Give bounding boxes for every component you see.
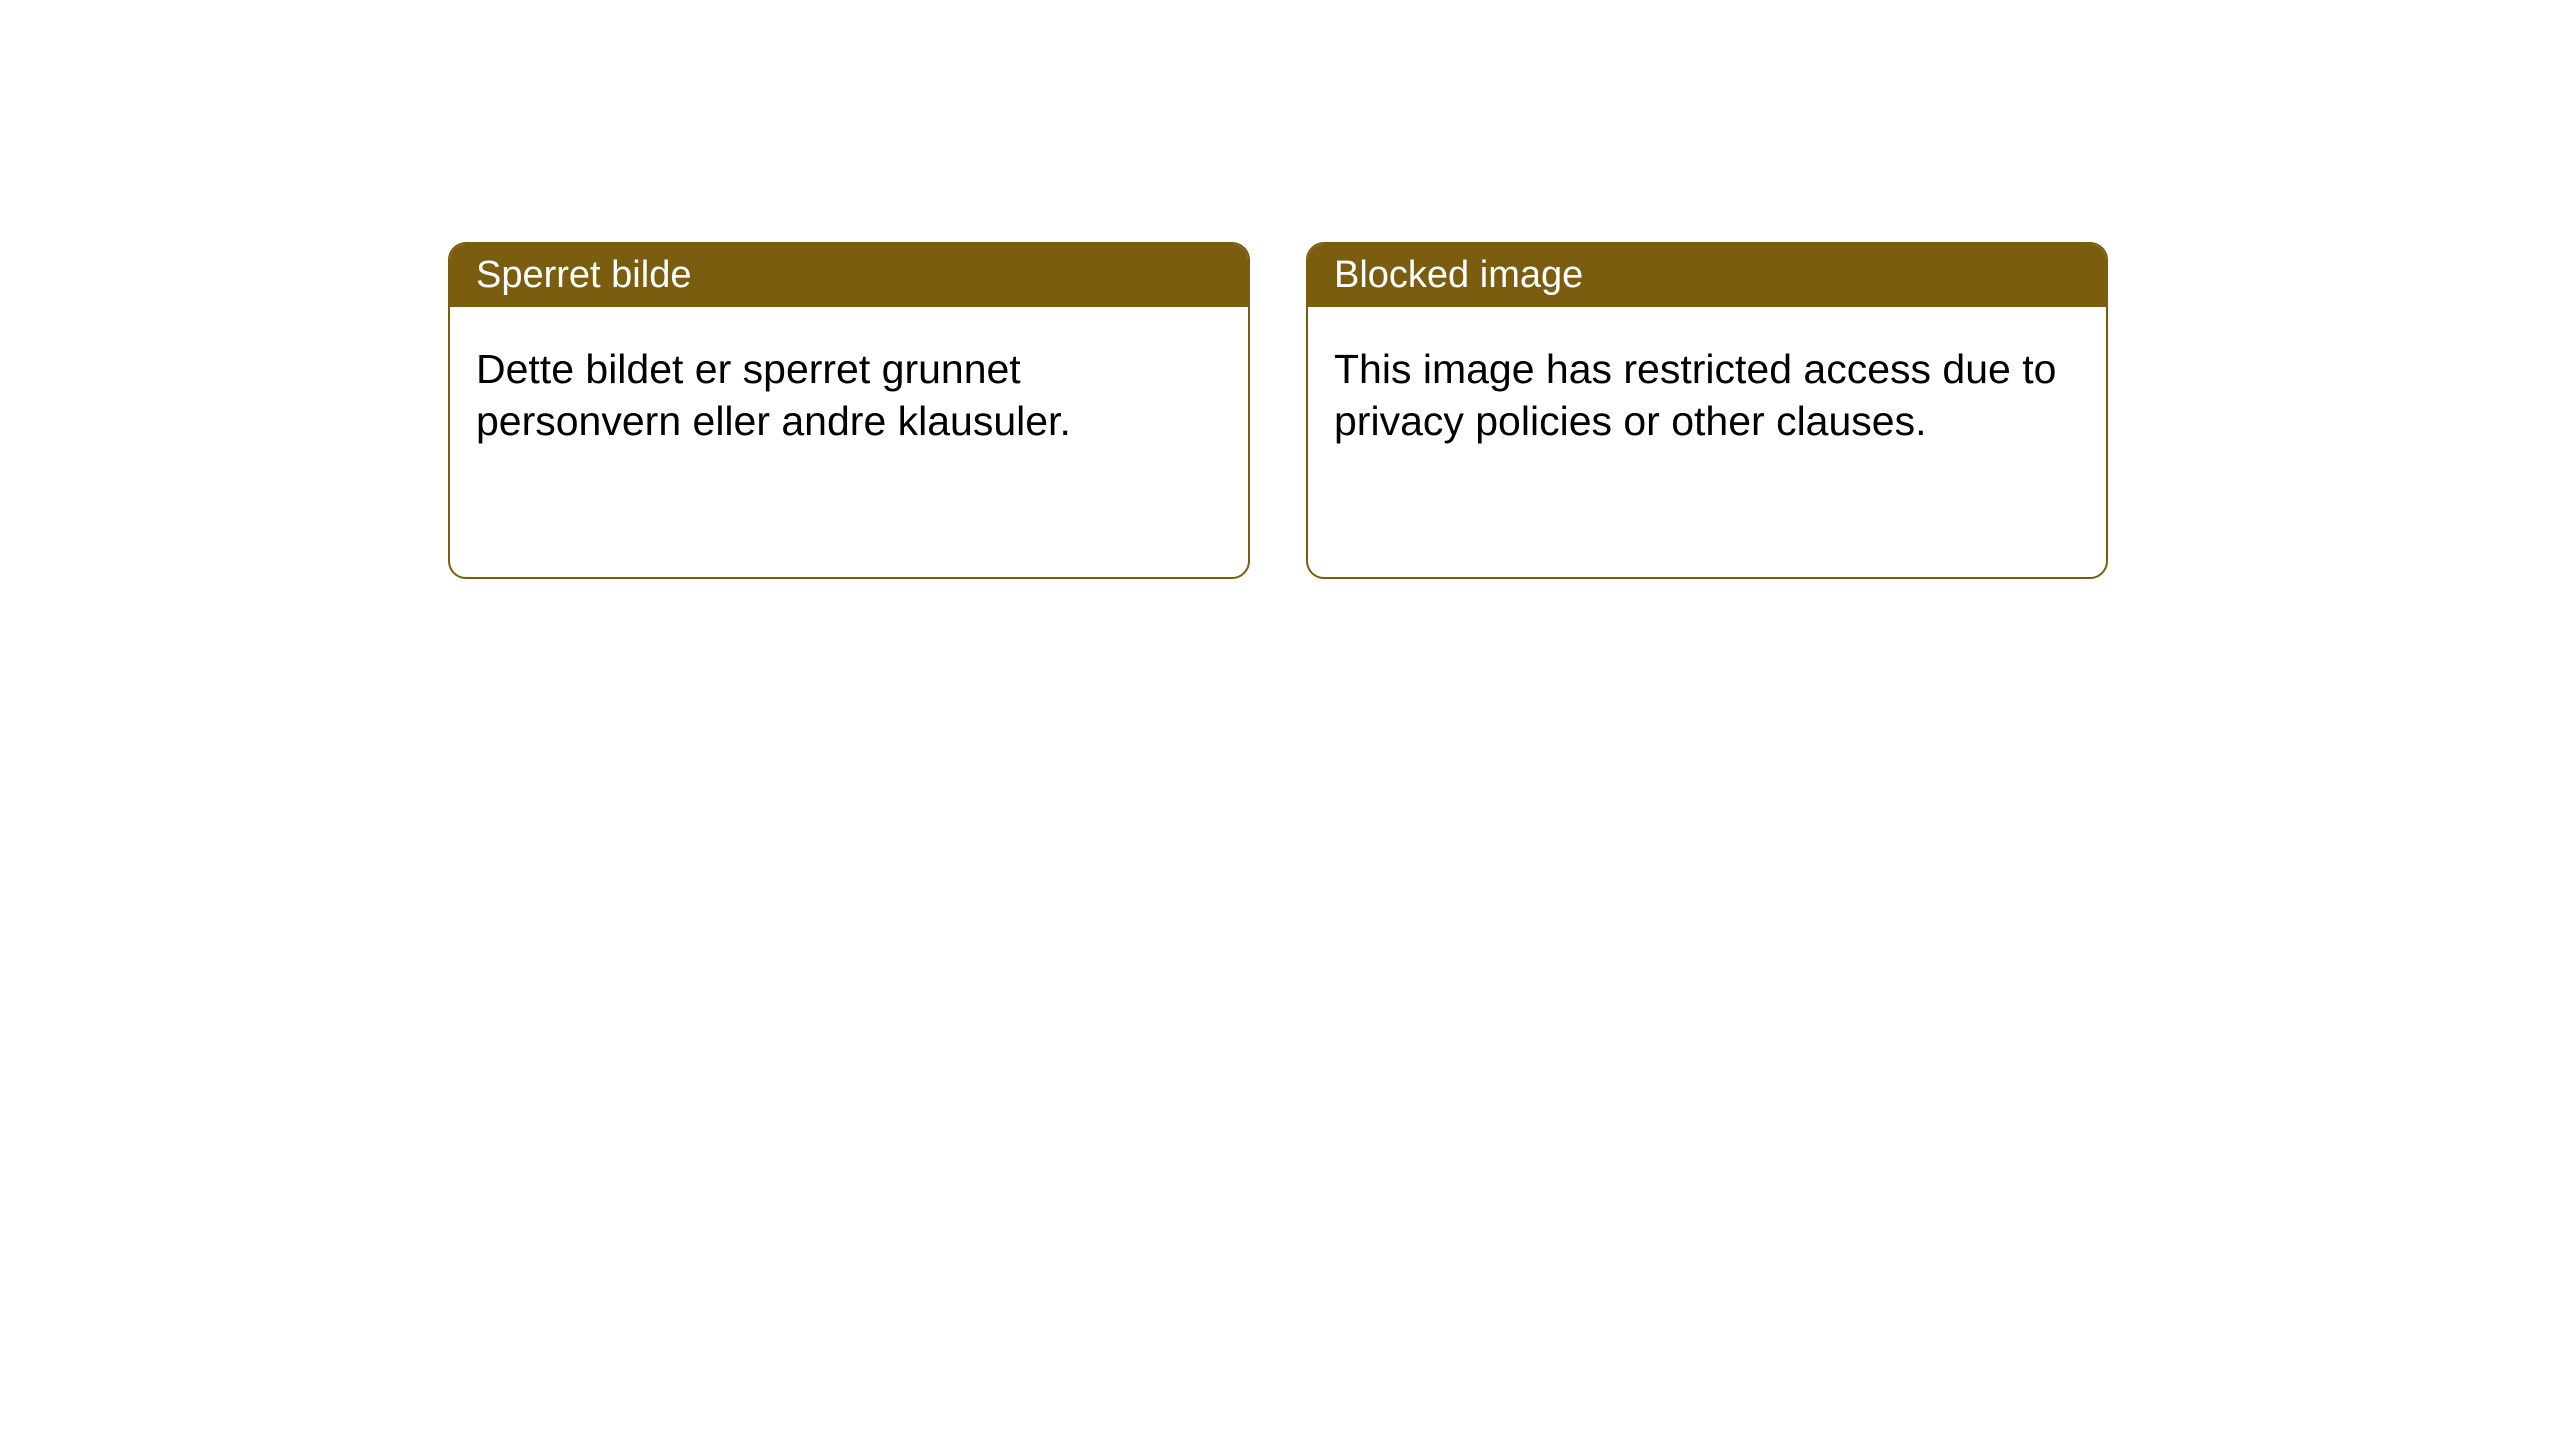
card-title: Sperret bilde xyxy=(476,254,691,296)
card-body: This image has restricted access due to … xyxy=(1308,307,2106,577)
card-title: Blocked image xyxy=(1334,254,1583,296)
card-body-text: This image has restricted access due to … xyxy=(1334,346,2056,444)
notice-cards-container: Sperret bilde Dette bildet er sperret gr… xyxy=(448,242,2108,579)
notice-card-norwegian: Sperret bilde Dette bildet er sperret gr… xyxy=(448,242,1250,579)
card-header: Blocked image xyxy=(1308,244,2106,307)
card-body-text: Dette bildet er sperret grunnet personve… xyxy=(476,346,1071,444)
notice-card-english: Blocked image This image has restricted … xyxy=(1306,242,2108,579)
card-body: Dette bildet er sperret grunnet personve… xyxy=(450,307,1248,577)
card-header: Sperret bilde xyxy=(450,244,1248,307)
